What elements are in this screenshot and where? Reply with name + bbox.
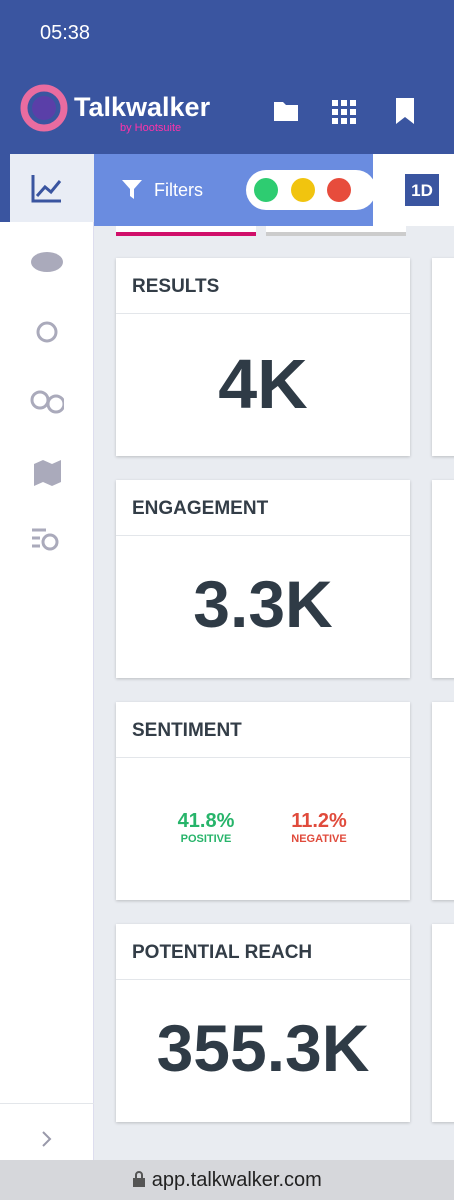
- tab: [116, 226, 256, 236]
- card: RESULTS 4K: [116, 258, 410, 456]
- status-bar: 05:38: [0, 0, 454, 62]
- positive-value: 41.8%: [177, 810, 235, 832]
- emoji: [254, 178, 351, 202]
- negative-value: 11.2%: [291, 810, 347, 832]
- filter-bar: Filters 1D: [94, 154, 454, 226]
- negative: 11.2% NEGATIVE: [269, 810, 369, 845]
- sentiment-filter[interactable]: [246, 170, 376, 210]
- positive-label: POSITIVE: [180, 833, 232, 845]
- negative-label: NEGATIVE: [291, 833, 347, 845]
- expand[interactable]: [40, 1130, 54, 1148]
- sidebar: [0, 154, 94, 1160]
- url[interactable]: app.talkwalker.com: [151, 1169, 322, 1191]
- card: SENTIMENT 41.8% POSITIVE 11.2% NEGATIVE: [116, 702, 410, 900]
- card-title: RESULTS: [116, 258, 410, 314]
- card-value: 4K: [218, 345, 308, 423]
- brand: Talkwalker: [74, 92, 211, 122]
- card-title: SENTIMENT: [116, 702, 410, 758]
- partial-card: [432, 702, 454, 900]
- card-title: POTENTIAL REACH: [116, 924, 410, 980]
- card-value: 3.3K: [193, 567, 333, 641]
- tagline: by Hootsuite: [120, 122, 182, 134]
- card-title: ENGAGEMENT: [116, 480, 410, 536]
- period[interactable]: 1D: [405, 174, 439, 206]
- card-value: 355.3K: [156, 1011, 370, 1085]
- header: Talkwalker by Hootsuite: [0, 62, 454, 154]
- header-icons[interactable]: [272, 98, 422, 124]
- positive: 41.8% POSITIVE: [156, 810, 256, 845]
- nav-icons[interactable]: [30, 172, 64, 592]
- lock-icon: [133, 1171, 146, 1187]
- time: 05:38: [40, 22, 91, 44]
- logo: [20, 84, 68, 132]
- partial-card: [432, 480, 454, 678]
- url-bar: app.talkwalker.com: [0, 1160, 454, 1200]
- partial-card: [432, 924, 454, 1122]
- filter-label[interactable]: Filters: [154, 180, 203, 200]
- partial-card: [432, 258, 454, 456]
- card: POTENTIAL REACH 355.3K: [116, 924, 410, 1122]
- period-panel: 1D: [373, 154, 454, 226]
- divider: [0, 1103, 94, 1104]
- card: ENGAGEMENT 3.3K: [116, 480, 410, 678]
- nav-active[interactable]: [0, 154, 94, 222]
- filter-icon: [122, 180, 142, 199]
- tab: [266, 226, 406, 236]
